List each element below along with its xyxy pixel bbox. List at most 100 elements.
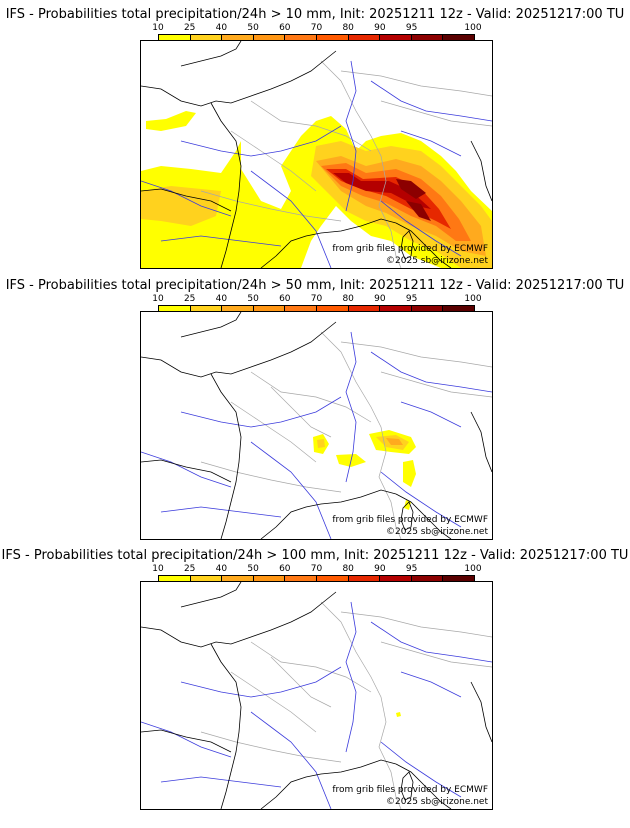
river bbox=[250, 441, 332, 539]
colorbar-swatch bbox=[411, 306, 444, 314]
colorbar-label: 10 bbox=[152, 294, 164, 304]
border-line bbox=[380, 100, 492, 127]
probability-field bbox=[396, 712, 401, 717]
colorbar-label: 100 bbox=[464, 564, 482, 574]
panel-title: IFS - Probabilities total precipitation/… bbox=[1, 548, 629, 563]
river bbox=[370, 621, 492, 663]
river bbox=[141, 721, 232, 758]
border-line bbox=[340, 611, 492, 638]
coastline-north bbox=[141, 321, 337, 378]
colorbar-swatch bbox=[348, 576, 381, 584]
colorbar-swatch bbox=[285, 576, 317, 584]
river bbox=[141, 180, 232, 217]
colorbar-swatch bbox=[380, 306, 412, 314]
island-corsica bbox=[400, 230, 414, 260]
river bbox=[380, 200, 462, 257]
prob-area-25 bbox=[141, 186, 221, 226]
prob-area-40 bbox=[386, 438, 403, 445]
colorbar-label: 95 bbox=[405, 294, 418, 304]
coastline-north bbox=[141, 591, 337, 648]
colorbar-swatch bbox=[285, 306, 317, 314]
border-line bbox=[270, 656, 332, 708]
colorbar-swatches bbox=[158, 575, 475, 585]
coastlines bbox=[141, 312, 492, 539]
coastline-atlantic bbox=[210, 373, 242, 539]
river bbox=[400, 671, 462, 698]
colorbar-label: 10 bbox=[152, 564, 164, 574]
colorbar-label: 10 bbox=[152, 23, 164, 33]
colorbar-label: 80 bbox=[342, 294, 354, 304]
colorbar-swatch bbox=[380, 35, 412, 43]
coastline-adriatic bbox=[470, 140, 492, 202]
rivers bbox=[141, 601, 492, 809]
colorbar-swatch bbox=[253, 35, 286, 43]
map-100mm: from grib files provided by ECMWF ©2025 … bbox=[140, 581, 493, 810]
coastline-britain bbox=[180, 41, 242, 67]
colorbar-swatch bbox=[411, 35, 444, 43]
rivers bbox=[141, 331, 492, 539]
colorbar-label: 25 bbox=[183, 564, 196, 574]
coastline-italy bbox=[395, 493, 452, 539]
colorbar-swatch bbox=[443, 306, 474, 314]
border-line bbox=[320, 331, 402, 539]
river bbox=[380, 471, 462, 528]
colorbar-label: 40 bbox=[215, 23, 228, 33]
border-line bbox=[270, 386, 332, 438]
river bbox=[400, 401, 462, 428]
prob-area-10 bbox=[396, 712, 401, 717]
colorbar-swatch bbox=[316, 35, 349, 43]
colorbar-label: 80 bbox=[342, 23, 354, 33]
river bbox=[345, 331, 357, 483]
island-corsica bbox=[400, 771, 414, 801]
coastline-mediterranean bbox=[260, 489, 397, 539]
colorbar-swatch bbox=[443, 35, 474, 43]
colorbar-swatch bbox=[316, 576, 349, 584]
border-line bbox=[230, 671, 317, 733]
colorbar-swatch bbox=[253, 306, 286, 314]
river bbox=[160, 776, 282, 788]
border-line bbox=[200, 190, 342, 222]
borders bbox=[200, 331, 492, 539]
colorbar-label: 60 bbox=[279, 564, 291, 574]
river bbox=[250, 711, 332, 809]
map-50mm: from grib files provided by ECMWF ©2025 … bbox=[140, 311, 493, 540]
colorbar-label: 80 bbox=[342, 564, 354, 574]
credit-grib: from grib files provided by ECMWF bbox=[332, 785, 488, 795]
credit-copyright: ©2025 sb@irizone.net bbox=[386, 797, 488, 807]
colorbar-swatch bbox=[443, 576, 474, 584]
credit-copyright: ©2025 sb@irizone.net bbox=[386, 256, 488, 266]
credit-grib: from grib files provided by ECMWF bbox=[332, 515, 488, 525]
prob-area-10 bbox=[403, 460, 416, 487]
coastline-mediterranean bbox=[260, 218, 397, 268]
probability-field bbox=[141, 111, 492, 268]
colorbar-swatch bbox=[222, 306, 254, 314]
colorbar-swatch bbox=[411, 576, 444, 584]
colorbar: 10 25 40 50 60 70 80 90 95 100 bbox=[152, 564, 482, 592]
colorbar-label: 50 bbox=[247, 564, 259, 574]
colorbar-swatch bbox=[348, 35, 381, 43]
border-line bbox=[200, 731, 342, 763]
colorbar-label: 60 bbox=[279, 294, 291, 304]
island-corsica bbox=[400, 501, 414, 531]
prob-area-95 bbox=[406, 201, 431, 221]
colorbar-swatch bbox=[159, 576, 191, 584]
coastline-britain bbox=[180, 312, 242, 338]
coastline-italy bbox=[395, 222, 452, 268]
panel-title: IFS - Probabilities total precipitation/… bbox=[5, 278, 625, 293]
river bbox=[180, 396, 342, 428]
border-line bbox=[250, 100, 372, 152]
colorbar-label: 90 bbox=[374, 23, 386, 33]
border-line bbox=[230, 401, 317, 463]
coastlines bbox=[141, 582, 492, 809]
colorbar-labels: 10 25 40 50 60 70 80 90 95 100 bbox=[152, 294, 481, 305]
colorbar-label: 40 bbox=[215, 564, 228, 574]
panel-10mm: IFS - Probabilities total precipitation/… bbox=[0, 7, 630, 277]
prob-area-95 bbox=[396, 179, 426, 199]
map-svg bbox=[141, 41, 492, 268]
river bbox=[345, 601, 357, 753]
river bbox=[250, 170, 332, 268]
river bbox=[400, 130, 462, 157]
map-svg bbox=[141, 312, 492, 539]
colorbar-swatch bbox=[190, 576, 223, 584]
colorbar-swatch bbox=[316, 306, 349, 314]
